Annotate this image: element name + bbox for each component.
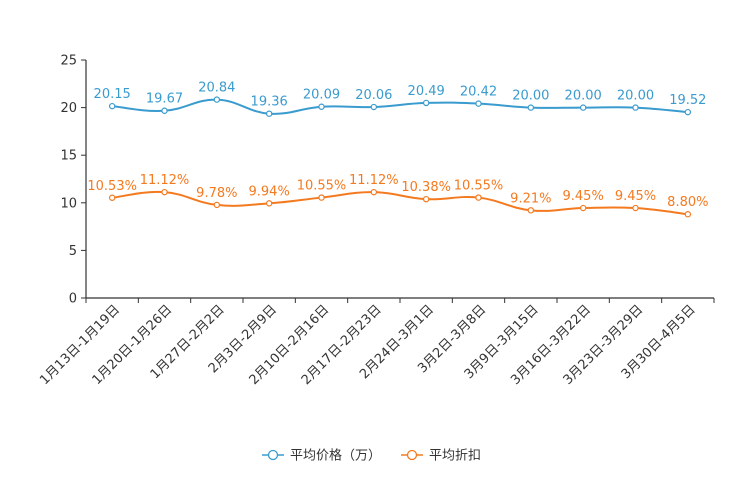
legend-marker-icon: [406, 449, 418, 461]
data-label: 11.12%: [349, 173, 399, 188]
data-label: 20.15: [94, 87, 131, 102]
y-tick-label: 25: [60, 54, 77, 69]
data-point[interactable]: [422, 99, 430, 107]
series-line: [112, 190, 688, 216]
data-point[interactable]: [161, 107, 168, 114]
legend-label: 平均价格（万）: [290, 448, 381, 464]
data-point[interactable]: [108, 102, 116, 110]
data-point[interactable]: [579, 204, 587, 212]
data-label: 20.00: [617, 89, 654, 104]
data-label: 10.53%: [87, 179, 137, 194]
data-label: 10.38%: [401, 180, 451, 195]
data-point[interactable]: [475, 194, 482, 201]
legend-marker-icon: [267, 449, 279, 461]
data-label: 10.55%: [454, 179, 504, 194]
y-tick-label: 5: [69, 244, 77, 259]
data-label: 19.52: [669, 93, 706, 108]
data-point[interactable]: [527, 207, 535, 214]
data-label: 10.55%: [297, 179, 347, 194]
data-label: 8.80%: [667, 195, 708, 210]
data-label: 9.78%: [196, 186, 237, 201]
data-label: 11.12%: [140, 173, 190, 188]
data-label: 20.00: [565, 89, 602, 104]
chart-legend[interactable]: 平均价格（万） 平均折扣: [262, 448, 481, 464]
data-point[interactable]: [632, 104, 639, 111]
y-tick-label: 10: [60, 196, 77, 211]
data-label: 9.94%: [249, 184, 290, 199]
data-point[interactable]: [527, 104, 535, 111]
data-point[interactable]: [422, 195, 430, 203]
data-point[interactable]: [684, 211, 692, 218]
data-label: 9.45%: [563, 189, 604, 204]
data-point[interactable]: [684, 108, 692, 116]
data-label: 20.09: [303, 88, 340, 103]
data-label: 20.49: [408, 84, 445, 99]
data-point[interactable]: [108, 194, 116, 201]
data-label: 9.21%: [510, 191, 551, 206]
data-point[interactable]: [265, 200, 273, 207]
data-point[interactable]: [265, 110, 273, 117]
data-point[interactable]: [213, 201, 221, 209]
data-point[interactable]: [632, 204, 639, 212]
data-point[interactable]: [213, 96, 221, 103]
legend-item-2[interactable]: 平均折扣: [401, 449, 481, 464]
data-point[interactable]: [161, 188, 168, 196]
data-label: 20.06: [355, 88, 392, 103]
data-point[interactable]: [370, 103, 378, 111]
data-label: 20.00: [512, 89, 549, 104]
data-point[interactable]: [370, 188, 378, 196]
data-label: 20.42: [460, 85, 497, 100]
series-layer: 20.15 19.67 20.84 19.36 20.09 20.06 20.49 20.42…: [87, 81, 708, 218]
legend-item-1[interactable]: 平均价格（万）: [262, 448, 381, 464]
data-point[interactable]: [318, 103, 325, 110]
series-1: 20.15 19.67 20.84 19.36 20.09 20.06 20.49 20.42…: [94, 81, 706, 117]
series-line: [112, 98, 688, 115]
data-point[interactable]: [579, 104, 587, 111]
y-tick-label: 15: [60, 149, 77, 164]
legend-label: 平均折扣: [429, 449, 481, 464]
data-point[interactable]: [318, 194, 325, 201]
data-label: 19.36: [251, 95, 288, 110]
y-tick-label: 20: [60, 101, 77, 116]
data-label: 9.45%: [615, 189, 656, 204]
chart-axes: 05101520251月13日-1月19日1月20日-1月26日1月27日-2月…: [37, 54, 715, 388]
y-tick-label: 0: [69, 292, 77, 307]
data-label: 20.84: [198, 81, 235, 96]
data-point[interactable]: [475, 100, 482, 107]
data-label: 19.67: [146, 92, 183, 107]
series-2: 10.53% 11.12%9.78% 9.94% 10.55% 11.12% 10.38%…: [87, 173, 708, 218]
